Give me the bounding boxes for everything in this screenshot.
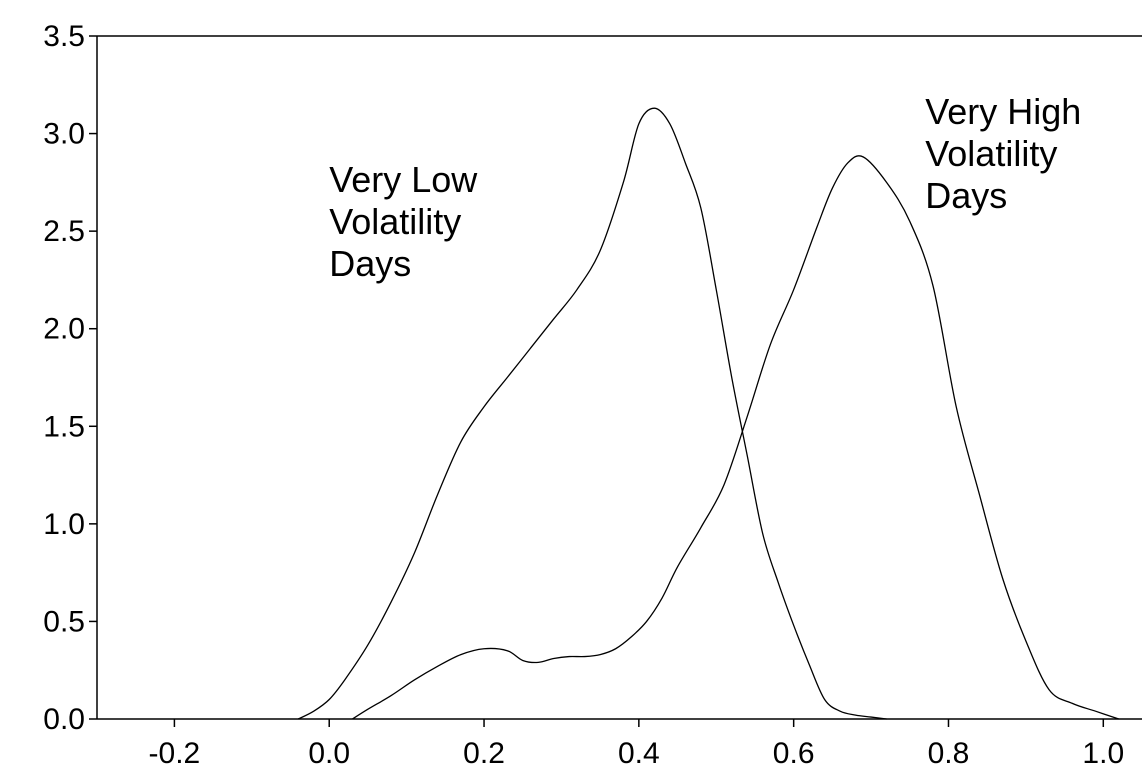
x-tick-label: 0.6 (773, 737, 815, 770)
y-tick-label: 1.0 (43, 508, 85, 541)
density-line-2 (352, 155, 1119, 720)
annotation-line: Very Low (329, 159, 478, 200)
x-tick-label: 0.8 (928, 737, 970, 770)
y-tick-label: 0.5 (43, 605, 85, 638)
annotation-line: Very High (925, 91, 1081, 132)
y-tick-label: 3.0 (43, 118, 85, 151)
annotation-line: Days (329, 243, 411, 284)
x-tick-label: -0.2 (149, 737, 201, 770)
y-tick-label: 2.5 (43, 215, 85, 248)
series-lines (297, 107, 1119, 720)
annotation-2: Very High Volatility Days (925, 91, 1081, 216)
ticks: 0.0 0.5 1.0 1.5 2.0 2.5 3.0 3.5 -0.2 0.0 0.2 0.4 0.6… (43, 20, 1124, 770)
density-line-1 (297, 107, 887, 720)
annotation-1: Very Low Volatility Days (329, 159, 478, 284)
y-tick-label: 3.5 (43, 20, 85, 53)
x-tick-label: 1.0 (1082, 737, 1124, 770)
x-tick-label: 0.2 (463, 737, 505, 770)
annotation-line: Volatility (329, 201, 461, 242)
axes (96, 35, 1142, 720)
x-tick-label: 0.0 (308, 737, 350, 770)
x-tick-label: 0.4 (618, 737, 660, 770)
y-tick-label: 0.0 (43, 703, 85, 736)
annotation-line: Volatility (925, 133, 1057, 174)
annotation-line: Days (925, 175, 1007, 216)
y-tick-label: 2.0 (43, 313, 85, 346)
y-tick-label: 1.5 (43, 410, 85, 443)
